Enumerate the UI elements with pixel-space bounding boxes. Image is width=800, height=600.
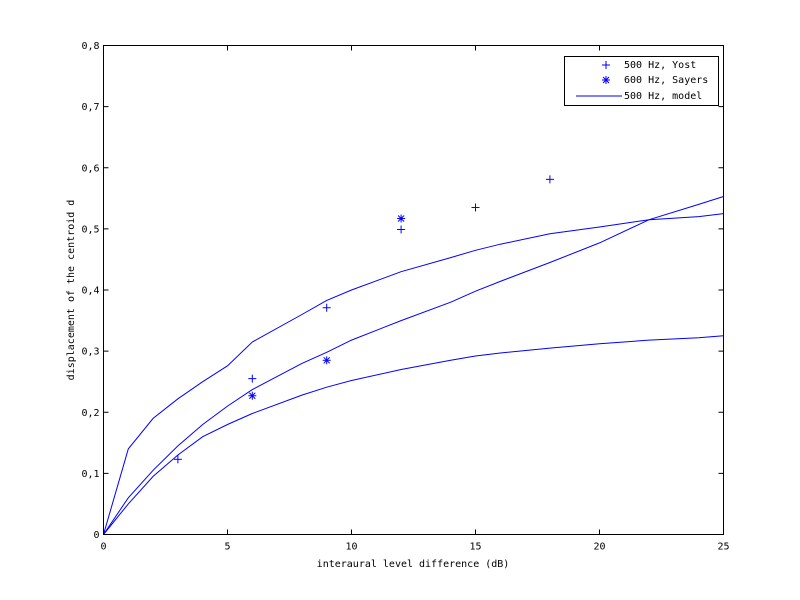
data-point-star-icon (248, 391, 257, 400)
legend-marker-plus-icon (602, 61, 610, 69)
plot-area: 0 5 10 15 20 25 0 0,1 0,2 0,3 0,4 0,5 0,6 0,7 0,8 (81, 41, 729, 553)
x-tick-label: 10 (345, 542, 357, 553)
ticks-layer: 0 5 10 15 20 25 0 0,1 0,2 0,3 0,4 0,5 0,6 0,7 0,8 (81, 41, 729, 553)
y-tick-label: 0,4 (81, 286, 99, 297)
y-tick-label: 0,1 (81, 469, 99, 480)
x-axis-label: interaural level difference (dB) (317, 559, 510, 570)
x-tick-label: 0 (100, 542, 106, 553)
y-tick-label: 0,3 (81, 347, 99, 358)
x-tick-label: 20 (593, 542, 605, 553)
data-point-plus-icon (471, 203, 480, 212)
data-point-plus-icon (397, 225, 406, 234)
x-tick-label: 5 (224, 542, 230, 553)
legend-entry-model: 500 Hz, model (624, 91, 702, 102)
legend: 500 Hz, Yost 600 Hz, Sayers 500 Hz, mode… (564, 56, 719, 106)
x-tick-label: 15 (469, 542, 481, 553)
model-curve (103, 335, 724, 535)
model-curve (103, 213, 724, 535)
data-point-plus-icon (545, 175, 554, 184)
series-layer (103, 175, 724, 535)
legend-box (564, 56, 719, 106)
y-tick-label: 0,2 (81, 408, 99, 419)
data-point-plus-icon (173, 455, 182, 464)
axes-box (103, 45, 724, 535)
data-point-plus-icon (248, 374, 257, 383)
data-point-star-icon (397, 214, 406, 223)
y-tick-label: 0,5 (81, 224, 99, 235)
data-point-star-icon (322, 356, 331, 365)
legend-marker-star-icon (602, 76, 610, 84)
y-axis-label: displacement of the centroid d (66, 200, 77, 381)
data-point-plus-icon (322, 303, 331, 312)
y-tick-label: 0,7 (81, 102, 99, 113)
legend-entry-sayers: 600 Hz, Sayers (624, 75, 708, 86)
x-tick-label: 25 (717, 542, 729, 553)
model-curve (103, 196, 724, 535)
y-tick-label: 0,6 (81, 163, 99, 174)
y-tick-label: 0,8 (81, 41, 99, 52)
y-tick-label: 0 (93, 530, 99, 541)
legend-entry-yost: 500 Hz, Yost (624, 60, 696, 71)
